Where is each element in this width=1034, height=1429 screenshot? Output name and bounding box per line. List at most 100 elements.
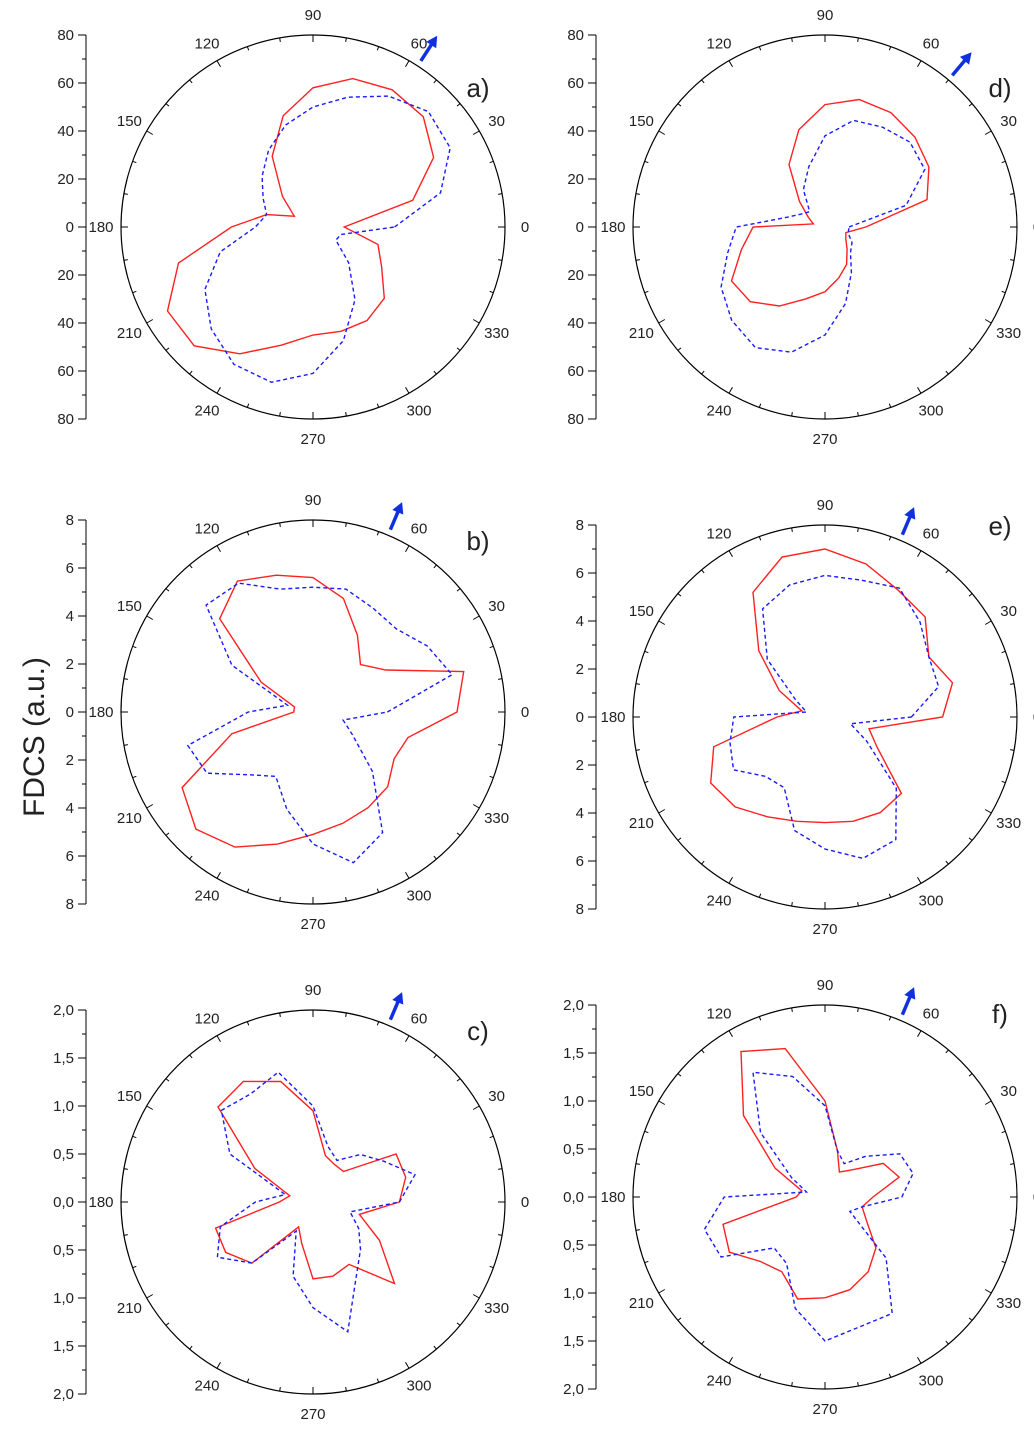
angular-tick <box>489 160 494 164</box>
angular-tick <box>984 1100 992 1105</box>
angular-tick <box>246 531 250 536</box>
angular-tick <box>728 550 733 558</box>
angular-tick <box>1001 290 1006 294</box>
angle-label-120: 120 <box>194 520 219 537</box>
radial-tick-label: 8 <box>576 517 584 534</box>
angular-tick <box>216 1361 221 1369</box>
radial-tick-label: 1,0 <box>53 1290 74 1307</box>
angular-tick <box>644 650 649 654</box>
angular-tick <box>376 531 380 536</box>
angle-label-240: 240 <box>706 893 731 910</box>
radial-tick-label: 8 <box>576 901 584 918</box>
panel-label: e) <box>988 511 1011 541</box>
angle-label-240: 240 <box>194 1378 219 1395</box>
angular-tick <box>456 347 461 351</box>
polar-panel-6: 0 30 60 90 120 150 180 210 240 270 300 330 2,0 1,5 1,0… <box>563 977 1034 1418</box>
angular-tick <box>857 1382 859 1387</box>
angle-label-150: 150 <box>117 113 142 130</box>
angular-tick <box>658 1100 666 1105</box>
polar-panel-3: 0 30 60 90 120 150 180 210 240 270 300 330 2,0 1,5 1,0… <box>53 982 529 1423</box>
angular-tick <box>917 1356 922 1364</box>
angle-label-0: 0 <box>521 704 529 721</box>
angular-tick <box>279 1012 281 1017</box>
angular-tick <box>345 1012 347 1017</box>
radial-tick-label: 20 <box>567 171 584 188</box>
angular-tick <box>132 1135 137 1139</box>
radial-tick-label: 0,5 <box>53 1146 74 1163</box>
angular-tick <box>758 403 762 408</box>
panel-label: d) <box>988 73 1011 103</box>
radial-tick-label: 40 <box>567 315 584 332</box>
direction-arrow-head <box>392 992 404 1005</box>
series-dashed-curve <box>186 582 454 864</box>
series-solid-curve <box>166 77 435 355</box>
radial-tick-label: 40 <box>57 123 74 140</box>
angular-tick <box>123 678 128 680</box>
radial-tick-label: 40 <box>567 123 584 140</box>
angle-label-0: 0 <box>1033 219 1034 236</box>
radial-tick-label: 2 <box>576 757 584 774</box>
panel-label: a) <box>466 73 489 103</box>
angular-tick <box>246 46 250 51</box>
angular-tick <box>405 871 410 879</box>
series-solid-curve <box>730 98 930 307</box>
angular-tick <box>165 103 170 107</box>
angular-tick <box>165 1322 170 1326</box>
angular-tick <box>791 37 793 42</box>
angle-label-300: 300 <box>918 893 943 910</box>
angular-tick <box>1010 749 1015 751</box>
angular-tick <box>677 1317 682 1321</box>
radial-tick-label: 2,0 <box>53 1386 74 1403</box>
radial-tick-label: 2,0 <box>563 997 584 1014</box>
angular-tick <box>165 1078 170 1082</box>
angular-tick <box>1010 683 1015 685</box>
angular-tick <box>189 79 193 84</box>
angle-label-30: 30 <box>488 1088 505 1105</box>
angular-tick <box>701 79 705 84</box>
angular-tick <box>279 412 281 417</box>
angle-label-60: 60 <box>411 520 428 537</box>
angular-tick <box>1010 193 1015 195</box>
angular-tick <box>146 319 154 324</box>
angular-tick <box>968 347 973 351</box>
angular-tick <box>1001 650 1006 654</box>
angle-label-270: 270 <box>812 1401 837 1418</box>
angular-tick <box>791 1382 793 1387</box>
polar-frame <box>632 524 1018 910</box>
angular-tick <box>917 550 922 558</box>
series-solid-curve <box>722 1047 901 1300</box>
angle-label-330: 330 <box>484 810 509 827</box>
angular-tick <box>279 37 281 42</box>
direction-arrow-head <box>426 35 438 49</box>
radial-tick-label: 6 <box>576 853 584 870</box>
angular-tick <box>945 1049 949 1054</box>
angular-tick <box>658 620 666 625</box>
radial-tick-label: 80 <box>57 27 74 44</box>
angular-tick <box>888 536 892 541</box>
angle-label-210: 210 <box>629 1295 654 1312</box>
radial-tick-label: 60 <box>57 363 74 380</box>
angular-tick <box>456 1322 461 1326</box>
angle-label-240: 240 <box>194 403 219 420</box>
angular-tick <box>498 678 503 680</box>
angular-tick <box>984 130 992 135</box>
angle-label-90: 90 <box>305 492 322 509</box>
angular-tick <box>1001 780 1006 784</box>
radial-tick-label: 0,0 <box>563 1189 584 1206</box>
angle-label-210: 210 <box>117 325 142 342</box>
angular-tick <box>216 545 221 553</box>
angle-label-240: 240 <box>706 1373 731 1390</box>
angle-label-180: 180 <box>88 219 113 236</box>
angular-tick <box>345 1387 347 1392</box>
angular-tick <box>968 1317 973 1321</box>
angular-tick <box>644 1260 649 1264</box>
angle-label-90: 90 <box>305 982 322 999</box>
radial-tick-label: 80 <box>567 27 584 44</box>
angular-tick <box>146 130 154 135</box>
angular-tick <box>405 60 410 68</box>
angular-tick <box>345 522 347 527</box>
angular-tick <box>132 290 137 294</box>
angular-tick <box>405 545 410 553</box>
angular-tick <box>132 1265 137 1269</box>
angular-tick <box>146 804 154 809</box>
